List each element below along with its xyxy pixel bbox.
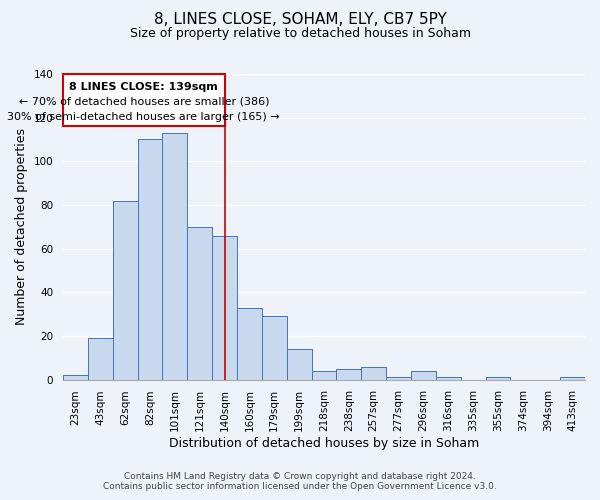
Y-axis label: Number of detached properties: Number of detached properties (15, 128, 28, 326)
Text: ← 70% of detached houses are smaller (386): ← 70% of detached houses are smaller (38… (19, 97, 269, 107)
Bar (187, 227, 212, 380)
Bar (262, 316, 287, 380)
Text: Contains public sector information licensed under the Open Government Licence v3: Contains public sector information licen… (103, 482, 497, 491)
Bar (63, 74, 224, 126)
Bar (386, 378, 411, 380)
Bar (212, 236, 237, 380)
X-axis label: Distribution of detached houses by size in Soham: Distribution of detached houses by size … (169, 437, 479, 450)
Bar (436, 378, 461, 380)
Bar (411, 371, 436, 380)
Bar (560, 378, 585, 380)
Text: Size of property relative to detached houses in Soham: Size of property relative to detached ho… (130, 28, 470, 40)
Bar (88, 338, 113, 380)
Text: 30% of semi-detached houses are larger (165) →: 30% of semi-detached houses are larger (… (7, 112, 280, 122)
Bar (361, 366, 386, 380)
Text: 8 LINES CLOSE: 139sqm: 8 LINES CLOSE: 139sqm (70, 82, 218, 92)
Bar (237, 308, 262, 380)
Bar (163, 133, 187, 380)
Bar (311, 371, 337, 380)
Bar (137, 140, 163, 380)
Bar (287, 349, 311, 380)
Bar (63, 375, 88, 380)
Text: 8, LINES CLOSE, SOHAM, ELY, CB7 5PY: 8, LINES CLOSE, SOHAM, ELY, CB7 5PY (154, 12, 446, 28)
Bar (113, 200, 137, 380)
Text: Contains HM Land Registry data © Crown copyright and database right 2024.: Contains HM Land Registry data © Crown c… (124, 472, 476, 481)
Bar (337, 368, 361, 380)
Bar (485, 378, 511, 380)
